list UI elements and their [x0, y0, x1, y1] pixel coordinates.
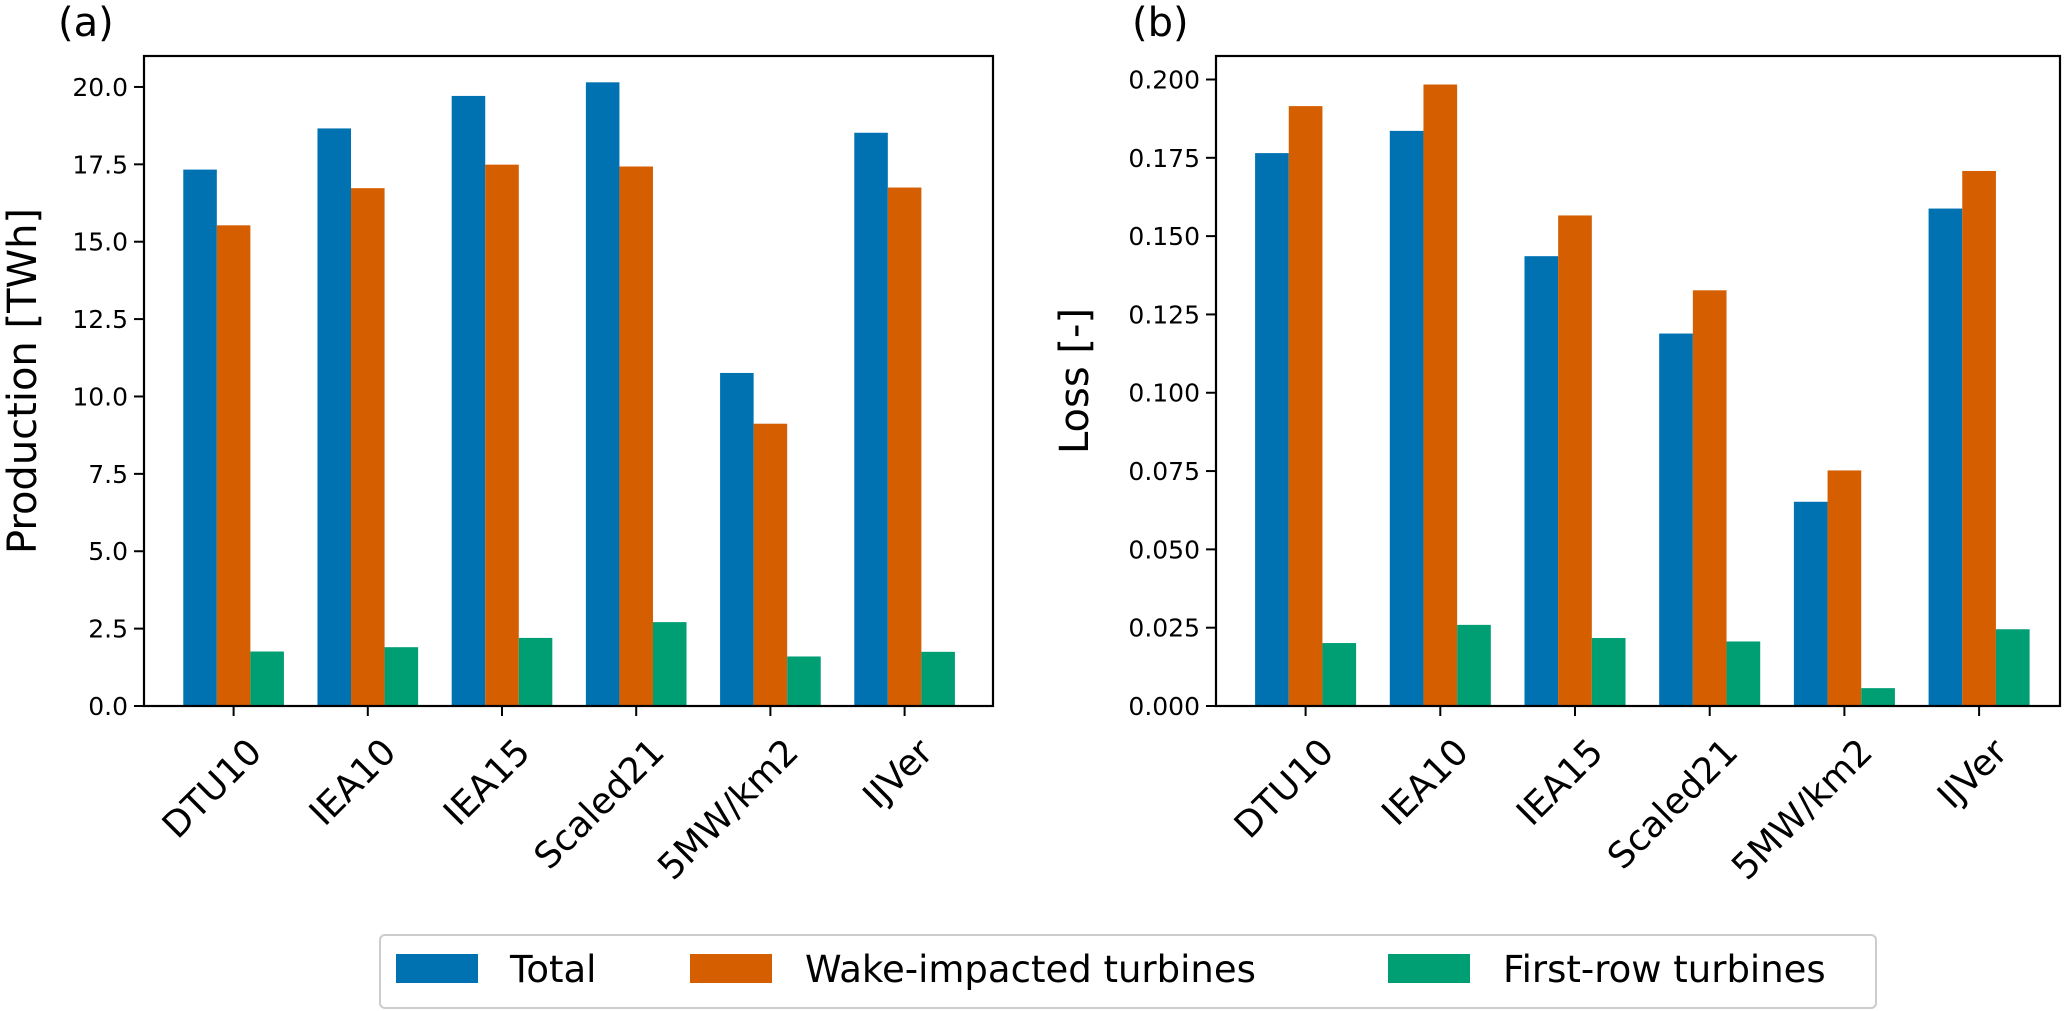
bar-ijver-first-row — [921, 651, 955, 706]
bar-dtu10-total — [183, 169, 217, 707]
bar-scaled21-total — [585, 82, 620, 706]
bar-dtu10-first-row — [250, 651, 284, 706]
x-tick-label-ijver: IJVer — [855, 731, 941, 817]
x-tick-label-ijver: IJVer — [1930, 731, 2016, 817]
bar-scaled21-first-row — [1726, 641, 1761, 706]
y-tick-label: 0.200 — [1128, 65, 1200, 94]
legend-label-wake: Wake-impacted turbines — [805, 948, 1256, 991]
bar-iea10-total — [317, 128, 352, 706]
bars-group — [183, 82, 955, 707]
bar-5mw-km2-first-row — [787, 656, 821, 706]
plot-frame — [142, 54, 995, 708]
bar-dtu10-first-row — [1322, 643, 1357, 706]
panel-label-a: (a) — [58, 0, 114, 46]
y-ticks: 0.000 0.025 0.050 0.075 0.100 0.125 0.150 0.175… — [1128, 65, 1216, 721]
bars-group — [1255, 84, 2030, 707]
bar-iea10-wake-impacted — [351, 188, 385, 707]
x-tick-label-iea10: IEA10 — [1374, 731, 1476, 833]
bar-iea15-wake-impacted — [485, 164, 519, 706]
y-tick-label: 0.025 — [1128, 614, 1200, 643]
legend-label-total: Total — [509, 948, 596, 991]
bar-ijver-total — [854, 132, 888, 706]
legend-swatch-total — [396, 954, 478, 983]
bar-5mw-km2-total — [1793, 501, 1828, 706]
y-ticks: 0.0 2.5 5.0 7.5 10.0 12.5 15.0 17.5 20.0 — [72, 73, 144, 721]
bar-iea10-total — [1389, 130, 1424, 706]
bar-ijver-total — [1928, 208, 1963, 707]
y-tick-label: 15.0 — [72, 228, 128, 257]
legend-entry-total: Total — [396, 948, 596, 991]
y-axis-label-loss: Loss [-] — [1052, 308, 1098, 454]
y-tick-label: 0.175 — [1128, 144, 1200, 173]
y-tick-label: 0.000 — [1128, 692, 1200, 721]
bar-5mw-km2-wake-impacted — [753, 423, 788, 706]
bar-scaled21-first-row — [652, 622, 687, 706]
legend: Total Wake-impacted turbines First-row t… — [379, 934, 1877, 1009]
bar-ijver-first-row — [1995, 629, 2030, 706]
y-tick-label: 0.125 — [1128, 300, 1200, 329]
x-tick-label-5mw-km2: 5MW/km2 — [650, 731, 807, 888]
bar-iea15-total — [451, 95, 486, 707]
legend-swatch-first-row — [1388, 954, 1470, 983]
bar-5mw-km2-first-row — [1861, 688, 1895, 706]
legend-swatch-wake — [690, 954, 772, 983]
y-tick-label: 10.0 — [72, 382, 128, 411]
legend-entry-first-row: First-row turbines — [1388, 948, 1826, 991]
x-tick-label-iea15: IEA15 — [1509, 731, 1611, 833]
x-tick-label-scaled21: Scaled21 — [1600, 731, 1746, 877]
y-tick-label: 17.5 — [72, 150, 128, 179]
y-tick-label: 0.075 — [1128, 457, 1200, 486]
bar-iea15-first-row — [518, 637, 553, 706]
panel-loss: (b) Loss [-] 0.0000.0250.0500.0750.1000.… — [1052, 0, 2062, 888]
bar-scaled21-wake-impacted — [619, 166, 653, 706]
bar-scaled21-total — [1659, 333, 1693, 706]
bar-dtu10-wake-impacted — [1288, 106, 1323, 707]
y-tick-label: 2.5 — [88, 615, 128, 644]
bar-scaled21-wake-impacted — [1692, 290, 1727, 706]
legend-label-first-row: First-row turbines — [1503, 948, 1826, 991]
x-tick-label-dtu10: DTU10 — [155, 731, 270, 846]
bar-dtu10-total — [1255, 153, 1289, 707]
bar-iea15-wake-impacted — [1558, 215, 1592, 706]
panel-production: (a) Production [TWh] 0.0 2.5 5.0 7.5 10.0 12.… — [0, 0, 995, 888]
x-tick-label-iea10: IEA10 — [302, 731, 404, 833]
y-tick-label: 0.100 — [1128, 379, 1200, 408]
y-tick-label: 12.5 — [72, 305, 128, 334]
y-tick-label: 7.5 — [88, 460, 128, 489]
bar-dtu10-wake-impacted — [216, 225, 251, 706]
x-tick-label-scaled21: Scaled21 — [527, 731, 673, 877]
y-tick-label: 0.0 — [88, 692, 128, 721]
x-tick-label-iea15: IEA15 — [436, 731, 538, 833]
bar-ijver-wake-impacted — [887, 187, 922, 707]
x-tick-label-5mw-km2: 5MW/km2 — [1724, 731, 1881, 888]
bar-iea15-first-row — [1591, 638, 1626, 706]
y-tick-label: 5.0 — [88, 537, 128, 566]
bar-iea10-wake-impacted — [1423, 84, 1458, 706]
y-tick-label: 0.150 — [1128, 222, 1200, 251]
bar-iea10-first-row — [1457, 624, 1491, 706]
bar-5mw-km2-total — [720, 372, 754, 706]
y-tick-label: 20.0 — [72, 73, 128, 102]
legend-box — [379, 934, 1877, 1009]
y-axis-label-production: Production [TWh] — [0, 208, 46, 554]
panel-label-b: (b) — [1132, 0, 1189, 46]
bar-iea15-total — [1524, 256, 1559, 706]
bar-5mw-km2-wake-impacted — [1827, 470, 1862, 706]
plot-frame — [1214, 54, 2062, 708]
bar-ijver-wake-impacted — [1962, 170, 1996, 706]
x-tick-label-dtu10: DTU10 — [1227, 731, 1342, 846]
bar-iea10-first-row — [384, 647, 419, 706]
legend-entry-wake: Wake-impacted turbines — [690, 948, 1256, 991]
y-tick-label: 0.050 — [1128, 535, 1200, 564]
